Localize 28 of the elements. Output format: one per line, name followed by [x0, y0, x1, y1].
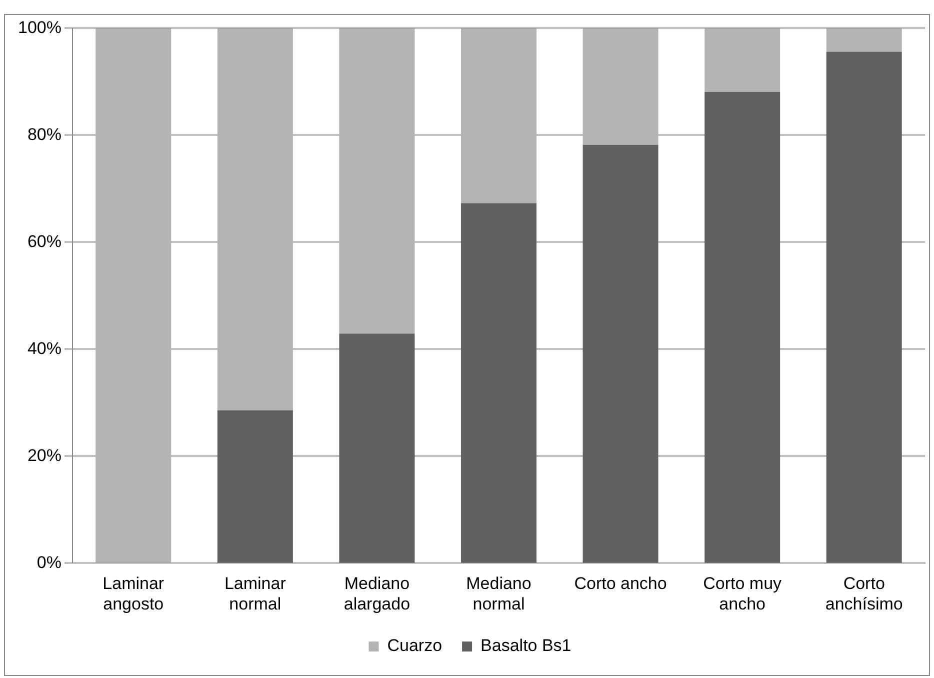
- bar: [826, 52, 902, 563]
- x-tick-label: Corto muy ancho: [703, 574, 782, 614]
- y-tick-label: 40%: [27, 338, 62, 358]
- bar: [339, 28, 415, 334]
- legend-label: Cuarzo: [387, 636, 442, 656]
- x-tick-label: Corto ancho: [574, 574, 667, 594]
- bar: [826, 28, 902, 52]
- bar: [582, 144, 658, 563]
- y-tick-label: 100%: [18, 18, 62, 37]
- bar: [96, 28, 172, 563]
- x-tick-label: Laminar normal: [224, 574, 286, 614]
- y-tick-label: 60%: [27, 232, 62, 251]
- bar: [460, 28, 536, 204]
- x-tick-label: Corto anchísimo: [825, 574, 903, 614]
- y-tick-label: 20%: [27, 446, 62, 465]
- x-tick-label: Mediano normal: [466, 574, 532, 614]
- bar: [460, 203, 536, 563]
- bar: [217, 28, 293, 410]
- x-tick-label: Laminar angosto: [102, 574, 164, 614]
- x-tick-label: Mediano alargado: [344, 574, 410, 614]
- bar: [217, 410, 293, 563]
- legend-label: Basalto Bs1: [480, 636, 572, 656]
- bar: [582, 28, 658, 145]
- y-tick-label: 0%: [36, 552, 62, 572]
- bar: [704, 28, 780, 92]
- bar: [704, 92, 780, 563]
- bar: [339, 334, 415, 563]
- y-tick-label: 80%: [27, 124, 62, 144]
